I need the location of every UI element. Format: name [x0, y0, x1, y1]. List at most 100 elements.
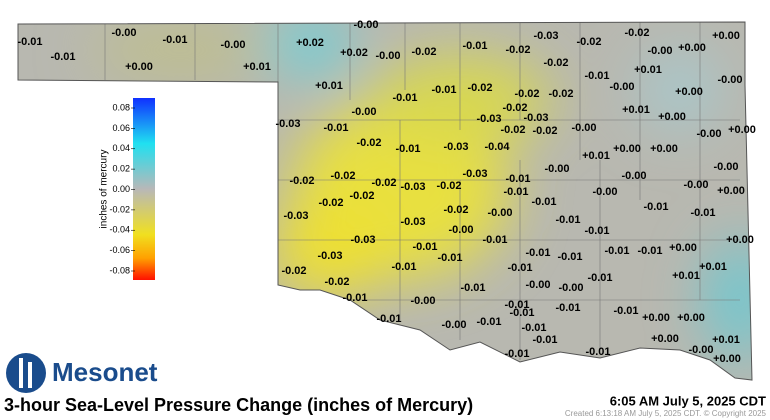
station-value: -0.01 [391, 261, 416, 273]
colorbar-tick-label: 0.02 [112, 164, 130, 174]
station-value: -0.02 [532, 125, 557, 137]
station-value: -0.03 [275, 118, 300, 130]
station-value: -0.00 [220, 39, 245, 51]
colorbar [133, 98, 155, 280]
station-value: -0.00 [717, 74, 742, 86]
station-value: +0.01 [672, 270, 700, 282]
station-value: -0.01 [342, 292, 367, 304]
station-value: +0.01 [582, 150, 610, 162]
station-value: -0.00 [487, 207, 512, 219]
station-value: -0.00 [571, 122, 596, 134]
station-value: -0.01 [507, 262, 532, 274]
station-value: -0.00 [351, 106, 376, 118]
station-value: -0.00 [592, 186, 617, 198]
station-value: +0.00 [713, 353, 741, 365]
station-value: -0.01 [509, 307, 534, 319]
station-value: -0.02 [356, 137, 381, 149]
station-value: -0.02 [318, 197, 343, 209]
station-value: -0.01 [643, 201, 668, 213]
station-value: -0.01 [613, 305, 638, 317]
station-value: -0.00 [558, 282, 583, 294]
station-value: -0.03 [283, 210, 308, 222]
station-value: -0.02 [371, 177, 396, 189]
station-value: -0.01 [525, 247, 550, 259]
station-value: -0.02 [324, 276, 349, 288]
station-value: -0.01 [531, 196, 556, 208]
station-value: -0.01 [395, 143, 420, 155]
station-value: -0.02 [281, 265, 306, 277]
station-value: -0.00 [683, 179, 708, 191]
station-value: -0.03 [443, 141, 468, 153]
station-value: -0.01 [585, 346, 610, 358]
station-value: -0.01 [476, 316, 501, 328]
station-value: +0.00 [669, 242, 697, 254]
title: 3-hour Sea-Level Pressure Change (inches… [4, 395, 473, 415]
station-value: -0.01 [555, 302, 580, 314]
station-value: -0.03 [462, 168, 487, 180]
station-value: -0.03 [400, 216, 425, 228]
station-value: -0.02 [349, 190, 374, 202]
station-value: -0.01 [604, 245, 629, 257]
station-value: -0.01 [555, 214, 580, 226]
station-value: -0.01 [462, 40, 487, 52]
timestamp: 6:05 AM July 5, 2025 CDT [610, 393, 766, 408]
station-value: -0.01 [532, 334, 557, 346]
station-value: +0.00 [613, 143, 641, 155]
station-value: -0.00 [410, 295, 435, 307]
station-value: -0.01 [412, 241, 437, 253]
station-value: -0.01 [17, 36, 42, 48]
station-value: -0.03 [317, 250, 342, 262]
station-value: -0.04 [484, 141, 510, 153]
station-value: -0.00 [111, 27, 136, 39]
station-value: -0.03 [523, 112, 548, 124]
colorbar-ticks: 0.08 0.06 0.04 0.02 0.00 -0.02 -0.04 -0.06 -0.08 [109, 102, 135, 275]
station-value: -0.01 [503, 186, 528, 198]
colorbar-tick-label: -0.08 [109, 265, 130, 275]
station-value: +0.01 [634, 64, 662, 76]
station-value: +0.02 [340, 47, 368, 59]
station-value: +0.01 [712, 334, 740, 346]
station-value: +0.01 [622, 104, 650, 116]
station-value: -0.01 [587, 272, 612, 284]
station-value: -0.02 [330, 170, 355, 182]
station-value: -0.00 [696, 128, 721, 140]
station-value: -0.00 [441, 319, 466, 331]
station-value: -0.02 [289, 175, 314, 187]
colorbar-tick-label: -0.04 [109, 225, 130, 235]
station-value: +0.00 [650, 143, 678, 155]
station-value: -0.02 [502, 102, 527, 114]
station-value: -0.02 [505, 44, 530, 56]
station-value: -0.01 [323, 122, 348, 134]
station-value: +0.00 [651, 333, 679, 345]
station-value: -0.02 [548, 88, 573, 100]
station-value: -0.01 [584, 70, 609, 82]
station-value: -0.03 [350, 234, 375, 246]
station-value: -0.01 [504, 299, 529, 311]
station-value: -0.01 [521, 322, 546, 334]
station-value: +0.00 [642, 312, 670, 324]
station-value: -0.02 [436, 180, 461, 192]
stations: -0.01-0.01-0.00-0.01 -0.00+0.00 +0.01+0.02… [17, 19, 755, 365]
station-value: -0.00 [448, 224, 473, 236]
logo-text: Mesonet [52, 357, 158, 387]
logo-icon [6, 353, 46, 393]
station-value: -0.03 [476, 113, 501, 125]
colorbar-tick-label: -0.06 [109, 245, 130, 255]
created-note: Created 6:13:18 AM July 5, 2025 CDT. © C… [565, 409, 767, 418]
station-value: -0.02 [624, 27, 649, 39]
station-value: -0.01 [460, 282, 485, 294]
station-value: +0.00 [677, 312, 705, 324]
station-value: -0.01 [690, 207, 715, 219]
station-value: +0.01 [315, 80, 343, 92]
colorbar-label: inches of mercury [99, 150, 110, 229]
colorbar-tick-label: 0.04 [112, 143, 130, 153]
station-value: -0.02 [576, 36, 601, 48]
station-value: -0.02 [500, 124, 525, 136]
station-value: -0.00 [353, 19, 378, 31]
station-value: -0.02 [411, 46, 436, 58]
station-value: +0.00 [658, 111, 686, 123]
station-value: -0.01 [376, 313, 401, 325]
station-value: -0.00 [713, 161, 738, 173]
station-value: -0.01 [431, 84, 456, 96]
station-value: -0.02 [443, 204, 468, 216]
